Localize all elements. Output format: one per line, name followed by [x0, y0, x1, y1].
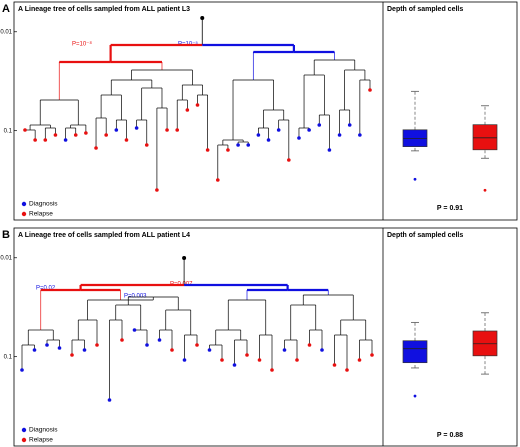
leaf-node	[266, 138, 271, 142]
branch-annotation: P=10⁻⁸	[72, 41, 92, 48]
leaf-node	[246, 143, 251, 147]
leaf-node	[347, 123, 352, 127]
panel-label: A	[2, 3, 10, 15]
leaf-node	[185, 108, 190, 112]
y-tick-label: 0.1	[4, 354, 13, 360]
leaf-node	[327, 148, 332, 152]
leaf-node	[226, 148, 230, 152]
legend-label: Relapse	[29, 211, 53, 218]
leaf-node	[320, 348, 324, 352]
root-node	[200, 16, 205, 20]
panel-frame	[13, 227, 518, 447]
leaf-node	[307, 128, 311, 132]
leaf-node	[165, 128, 169, 132]
box-title: Depth of sampled cells	[387, 6, 463, 13]
leaf-node	[63, 138, 68, 142]
leaf-node	[270, 368, 274, 372]
leaf-node	[145, 343, 149, 347]
leaf-node	[337, 133, 342, 137]
leaf-node	[175, 128, 180, 132]
y-tick-label: 0.01	[0, 29, 12, 35]
branch-annotation: P=0.003	[124, 294, 147, 300]
leaf-node	[357, 358, 362, 362]
leaf-node	[297, 136, 301, 140]
y-tick-label: 0.1	[4, 128, 13, 134]
leaf-node	[33, 138, 37, 142]
leaf-node	[70, 353, 74, 357]
panel-frame	[13, 1, 518, 221]
leaf-node	[94, 146, 98, 150]
leaf-node	[132, 328, 137, 332]
leaf-node	[114, 128, 119, 132]
leaf-node	[256, 133, 261, 137]
leaf-node	[104, 133, 108, 137]
leaf-node	[120, 338, 124, 342]
legend-label: Diagnosis	[29, 201, 58, 208]
legend-swatch	[21, 427, 27, 433]
leaf-node	[23, 128, 27, 132]
leaf-node	[82, 348, 87, 352]
leaf-node	[282, 348, 287, 352]
leaf-node	[245, 353, 249, 357]
leaf-node	[295, 358, 299, 362]
leaf-node	[232, 363, 237, 367]
outlier	[413, 177, 417, 181]
leaf-node	[157, 338, 162, 342]
leaf-node	[345, 368, 349, 372]
leaf-node	[32, 348, 37, 352]
p-value: P = 0.88	[437, 432, 463, 439]
root-node	[182, 256, 187, 260]
leaf-node	[220, 358, 224, 362]
outlier	[413, 394, 417, 398]
leaf-node	[236, 143, 240, 147]
branch-annotation: P=0.02	[36, 286, 56, 292]
leaf-node	[53, 133, 58, 137]
legend-swatch	[21, 437, 27, 443]
leaf-node	[215, 178, 220, 182]
leaf-node	[170, 348, 174, 352]
leaf-node	[195, 103, 200, 107]
leaf-node	[95, 343, 99, 347]
leaf-node	[155, 188, 159, 192]
leaf-node	[205, 148, 210, 152]
leaf-node	[57, 346, 62, 350]
tree-title: A Lineage tree of cells sampled from ALL…	[18, 232, 190, 239]
leaf-node	[84, 131, 88, 135]
leaf-node	[370, 353, 374, 357]
leaf-node	[182, 358, 187, 362]
leaf-node	[45, 343, 49, 347]
outlier	[483, 188, 487, 192]
leaf-node	[257, 358, 262, 362]
leaf-node	[332, 363, 337, 367]
panel-label: B	[2, 229, 10, 241]
leaf-node	[276, 128, 281, 132]
box	[402, 340, 428, 364]
leaf-node	[287, 158, 291, 162]
y-tick-label: 0.01	[0, 255, 12, 261]
leaf-node	[317, 123, 322, 127]
legend-label: Diagnosis	[29, 427, 58, 434]
leaf-node	[43, 138, 48, 142]
leaf-node	[358, 133, 362, 137]
leaf-node	[307, 343, 312, 347]
leaf-node	[73, 133, 78, 137]
leaf-node	[134, 126, 139, 130]
p-value: P = 0.91	[437, 205, 463, 212]
leaf-node	[107, 398, 112, 402]
tree-title: A Lineage tree of cells sampled from ALL…	[18, 6, 190, 13]
legend-swatch	[21, 211, 27, 217]
trees	[20, 16, 374, 402]
legend-swatch	[21, 201, 27, 207]
box	[472, 124, 498, 151]
box-title: Depth of sampled cells	[387, 232, 463, 239]
legend-label: Relapse	[29, 437, 53, 444]
leaf-node	[368, 88, 372, 92]
leaf-node	[144, 143, 149, 147]
leaf-node	[195, 343, 199, 347]
leaf-node	[124, 138, 129, 142]
leaf-node	[207, 348, 212, 352]
leaf-node	[20, 368, 24, 372]
